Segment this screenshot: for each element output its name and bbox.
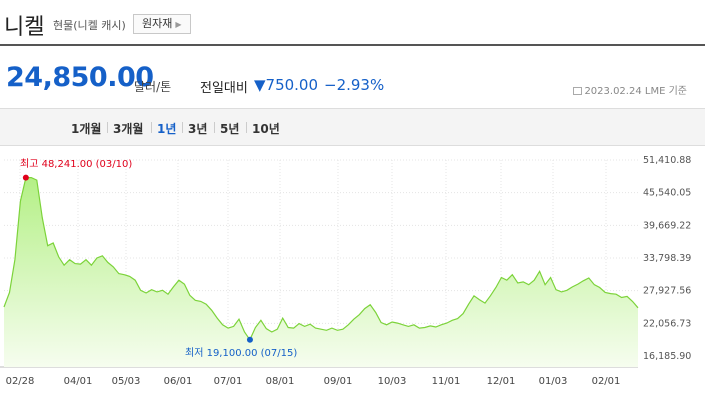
calendar-icon — [573, 87, 583, 95]
low-annotation: 최저 19,100.00 (07/15) — [185, 347, 297, 359]
page-title: 니켈 — [4, 15, 45, 40]
y-tick-label: 51,410.88 — [643, 155, 691, 166]
y-tick-label: 22,056.73 — [643, 318, 691, 329]
price-line — [3, 177, 639, 342]
price-unit: 달러/톤 — [134, 80, 172, 94]
title-row: 니켈 현물(니켈 캐시) 원자재 ▶ — [0, 0, 705, 46]
raw-material-button-label: 원자재 — [142, 17, 173, 30]
current-price: 24,850.00 — [6, 62, 154, 93]
x-tick-label: 05/03 — [112, 376, 141, 387]
tab-period-0[interactable]: 1개월 — [71, 122, 102, 136]
high-annotation: 최고 48,241.00 (03/10) — [20, 158, 132, 170]
reference-info: 2023.02.24 LME 기준 — [573, 82, 687, 97]
x-tick-label: 04/01 — [64, 376, 93, 387]
x-tick-label: 02/01 — [592, 376, 621, 387]
high-point — [22, 174, 29, 181]
price-change-percent: −2.93% — [324, 76, 385, 94]
y-tick-label: 39,669.22 — [643, 220, 691, 231]
tab-separator — [182, 122, 183, 133]
tab-period-5[interactable]: 10년 — [252, 122, 280, 136]
y-tick-label: 16,185.90 — [643, 351, 691, 362]
tab-period-1[interactable]: 3개월 — [113, 122, 144, 136]
x-tick-label: 09/01 — [324, 376, 353, 387]
period-tabs: 1개월 3개월 1년 3년 5년 10년 — [0, 108, 705, 146]
raw-material-button[interactable]: 원자재 ▶ — [133, 14, 191, 34]
x-tick-label: 02/28 — [6, 376, 35, 387]
x-tick-label: 08/01 — [266, 376, 295, 387]
price-change: ▼750.00 — [254, 76, 319, 94]
y-tick-label: 33,798.39 — [643, 253, 691, 264]
tab-separator — [214, 122, 215, 133]
tab-separator — [151, 122, 152, 133]
x-tick-label: 07/01 — [214, 376, 243, 387]
x-tick-label: 11/01 — [432, 376, 461, 387]
tab-separator — [107, 122, 108, 133]
tab-period-2[interactable]: 1년 — [157, 122, 177, 136]
tab-period-4[interactable]: 5년 — [220, 122, 240, 136]
price-area — [4, 177, 638, 367]
compare-label: 전일대비 — [200, 81, 248, 96]
low-point — [246, 336, 253, 343]
x-tick-label: 06/01 — [164, 376, 193, 387]
x-tick-label: 01/03 — [539, 376, 568, 387]
x-tick-label: 12/01 — [487, 376, 516, 387]
tab-period-3[interactable]: 3년 — [188, 122, 208, 136]
x-tick-label: 10/03 — [378, 376, 407, 387]
tab-separator — [246, 122, 247, 133]
reference-date: 2023.02.24 — [584, 86, 642, 97]
chevron-right-icon: ▶ — [175, 20, 182, 29]
y-tick-label: 27,927.56 — [643, 286, 691, 297]
page-subtitle: 현물(니켈 캐시) — [53, 19, 126, 32]
y-tick-label: 45,540.05 — [643, 188, 691, 199]
reference-source: LME 기준 — [644, 86, 687, 97]
